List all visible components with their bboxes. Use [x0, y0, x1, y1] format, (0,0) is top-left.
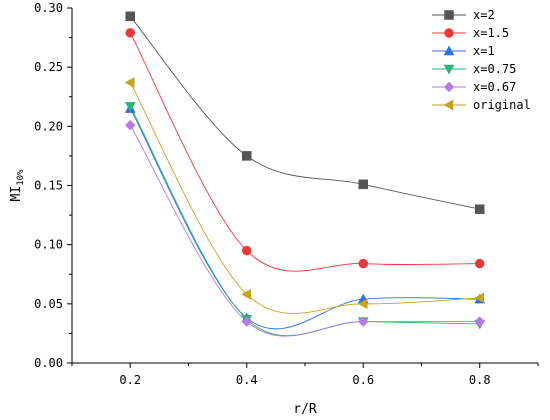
data-point-4-1	[241, 316, 253, 327]
data-point-4-3	[474, 316, 486, 327]
data-point-0-2	[358, 179, 368, 190]
series-line-1	[129, 32, 480, 272]
legend-label-0: x=2	[473, 8, 495, 22]
axes: 0.00 0.05 0.10 0.15 0.20 0.25 0.30 0.2 0.4 0.6 0.8	[34, 1, 539, 387]
x-tick-label: 0.8	[469, 373, 491, 387]
legend-marker-2	[443, 45, 455, 56]
y-axis-title: MI10%	[9, 169, 26, 201]
data-point-0-1	[242, 151, 252, 161]
legend-label-2: x=1	[473, 44, 495, 58]
y-axis-title-main: MI	[9, 186, 24, 202]
x-axis-title: r/R	[293, 402, 317, 417]
legend-marker-0	[444, 10, 454, 20]
y-tick-label: 0.25	[34, 60, 63, 74]
legend-marker-4	[443, 81, 455, 93]
legend: x=2 x=1.5 x=1 x=0.75 x=0.67 original	[432, 8, 531, 112]
y-tick-label: 0.15	[34, 179, 63, 193]
y-tick-label: 0.30	[34, 1, 63, 15]
legend-marker-1	[444, 28, 454, 38]
legend-label-1: x=1.5	[473, 26, 509, 40]
data-point-5-2	[357, 298, 368, 310]
data-point-3-0	[124, 101, 136, 112]
data-point-4-2	[357, 316, 369, 327]
series-line-3	[129, 106, 480, 337]
data-point-0-3	[475, 204, 485, 214]
series-markers	[124, 11, 486, 330]
data-point-1-1	[242, 245, 252, 256]
legend-label-4: x=0.67	[473, 80, 516, 94]
series-line-2	[129, 108, 480, 330]
data-point-5-1	[241, 288, 251, 300]
y-tick-label: 0.10	[34, 238, 63, 252]
legend-marker-5	[443, 99, 454, 111]
series-line-0	[129, 15, 480, 210]
legend-label-5: original	[473, 98, 531, 112]
data-point-1-2	[358, 258, 368, 269]
data-point-1-3	[475, 258, 485, 269]
y-tick-label: 0.20	[34, 119, 63, 133]
x-tick-label: 0.6	[352, 373, 374, 387]
data-point-5-3	[474, 292, 484, 304]
y-tick-label: 0.00	[34, 356, 63, 370]
data-point-4-0	[124, 119, 136, 131]
data-point-0-0	[125, 11, 135, 22]
y-axis-title-subscript: 10%	[16, 169, 26, 186]
legend-marker-3	[443, 64, 455, 75]
series-line-4	[129, 124, 480, 337]
data-point-1-0	[125, 28, 135, 38]
y-tick-label: 0.05	[34, 297, 63, 311]
data-point-5-0	[124, 77, 135, 88]
legend-label-3: x=0.75	[473, 62, 516, 76]
x-tick-label: 0.4	[236, 373, 258, 387]
series-lines	[129, 15, 480, 337]
series-line-5	[129, 82, 480, 314]
x-tick-label: 0.2	[119, 373, 141, 387]
